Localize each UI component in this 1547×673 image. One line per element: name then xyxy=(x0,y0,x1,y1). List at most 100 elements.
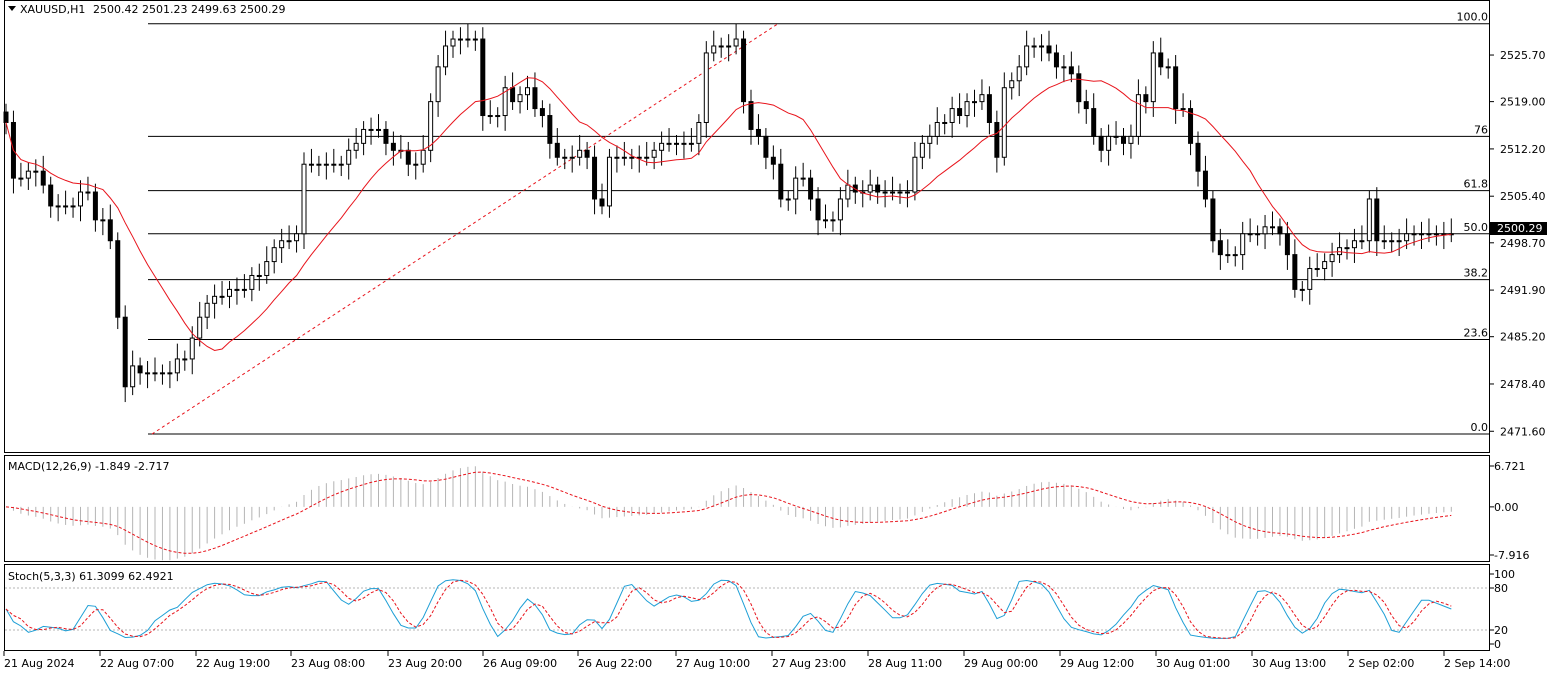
candle-body xyxy=(994,121,1000,158)
candle-body xyxy=(1053,52,1059,68)
candle-body xyxy=(1329,254,1335,263)
candle-body xyxy=(1135,94,1141,137)
candle-body xyxy=(733,38,739,47)
candle-body xyxy=(1143,94,1149,103)
candle-body xyxy=(376,128,381,131)
macd-pane[interactable] xyxy=(4,455,1490,562)
candle-body xyxy=(1419,233,1424,236)
time-tick-label: 27 Aug 10:00 xyxy=(676,657,750,670)
candle-body xyxy=(241,288,247,291)
price-pane[interactable] xyxy=(4,0,1490,453)
candle-body xyxy=(353,142,359,151)
candle-body xyxy=(711,45,717,54)
time-axis: 21 Aug 2024 22 Aug 07:00 22 Aug 19:00 23 Au… xyxy=(3,651,1510,670)
candle-body xyxy=(219,295,225,298)
candle-body xyxy=(763,135,769,158)
candle-body xyxy=(808,177,814,200)
ohlc-label: 2500.42 2501.23 2499.63 2500.29 xyxy=(93,3,285,16)
candles xyxy=(3,23,1454,403)
candle-body xyxy=(1210,198,1216,242)
price-tick-label: 2498.70 xyxy=(1500,237,1546,250)
candle-body xyxy=(1076,73,1082,103)
candle-body xyxy=(815,198,821,221)
candle-body xyxy=(33,170,39,173)
trend-line[interactable] xyxy=(151,23,779,435)
candle-body xyxy=(919,142,925,158)
candle-body xyxy=(1061,66,1067,69)
candle-body xyxy=(1001,87,1007,158)
candle-body xyxy=(517,94,523,103)
candle-body xyxy=(390,142,396,151)
time-tick-label: 29 Aug 12:00 xyxy=(1060,657,1134,670)
candle-body xyxy=(145,372,151,375)
candle-body xyxy=(1433,233,1439,236)
time-tick-label: 2 Sep 02:00 xyxy=(1348,657,1414,670)
current-price-label: 2500.29 xyxy=(1497,222,1543,235)
candle-body xyxy=(934,121,940,137)
stoch-pane[interactable] xyxy=(4,564,1490,651)
price-tick-label: 2491.90 xyxy=(1500,284,1546,297)
candle-body xyxy=(569,156,575,159)
macd-tick-label: 6.721 xyxy=(1494,460,1526,473)
stoch-main-line xyxy=(5,579,1452,639)
candle-body xyxy=(979,94,985,103)
candle-body xyxy=(286,240,292,243)
price-tick-label: 2525.70 xyxy=(1500,49,1546,62)
candle-body xyxy=(592,156,598,200)
candle-body xyxy=(1374,198,1380,242)
candle-body xyxy=(882,191,888,194)
candle-body xyxy=(1098,135,1104,151)
moving-average-line xyxy=(5,77,1452,352)
time-tick-label: 28 Aug 11:00 xyxy=(868,657,942,670)
candle-body xyxy=(204,302,210,318)
candle-body xyxy=(718,45,724,48)
candle-body xyxy=(606,156,612,207)
stoch-tick-label: 0 xyxy=(1494,638,1501,651)
candle-body xyxy=(1195,142,1201,172)
price-axis: 2525.70 2519.00 2512.20 2505.40 2498.70 2491.… xyxy=(1489,49,1546,438)
candle-body xyxy=(383,128,389,144)
macd-label: MACD(12,26,9) -1.849 -2.717 xyxy=(8,460,169,473)
candle-body xyxy=(726,45,732,48)
macd-tick-label: -7.916 xyxy=(1494,549,1529,562)
candle-body xyxy=(271,247,277,263)
candle-body xyxy=(793,177,799,200)
candle-body xyxy=(621,156,627,159)
candle-body xyxy=(659,142,665,151)
candle-body xyxy=(85,191,91,194)
candle-body xyxy=(972,101,977,104)
candle-body xyxy=(614,156,620,159)
candle-body xyxy=(1359,240,1365,243)
candle-body xyxy=(1277,226,1283,235)
chevron-down-icon[interactable] xyxy=(8,6,16,11)
candle-body xyxy=(249,274,255,290)
candle-body xyxy=(443,45,449,68)
candle-body xyxy=(688,142,694,145)
price-tick-label: 2505.40 xyxy=(1500,190,1546,203)
candle-body xyxy=(770,156,776,165)
price-tick-label: 2478.40 xyxy=(1500,378,1546,391)
fib-level-label: 38.2 xyxy=(1464,267,1489,280)
candle-body xyxy=(159,372,165,375)
candle-body xyxy=(472,38,478,41)
candle-body xyxy=(1150,52,1156,103)
symbol-label: XAUUSD,H1 xyxy=(20,3,85,16)
candle-body xyxy=(1404,233,1410,242)
candle-body xyxy=(502,87,508,117)
candle-body xyxy=(1351,240,1357,249)
candle-body xyxy=(577,149,583,158)
candle-body xyxy=(495,115,501,118)
stoch-label: Stoch(5,3,3) 61.3099 62.4921 xyxy=(8,570,174,583)
candle-body xyxy=(562,156,568,159)
stoch-tick-label: 20 xyxy=(1494,624,1508,637)
macd-tick-label: 0.00 xyxy=(1494,501,1519,514)
candle-body xyxy=(1381,240,1387,243)
candle-body xyxy=(1121,135,1126,144)
candle-body xyxy=(1039,45,1045,48)
candle-body xyxy=(755,128,761,137)
candle-body xyxy=(1158,52,1164,68)
candle-body xyxy=(599,198,605,207)
price-tick-label: 2512.20 xyxy=(1500,143,1546,156)
candle-body xyxy=(1307,268,1313,290)
